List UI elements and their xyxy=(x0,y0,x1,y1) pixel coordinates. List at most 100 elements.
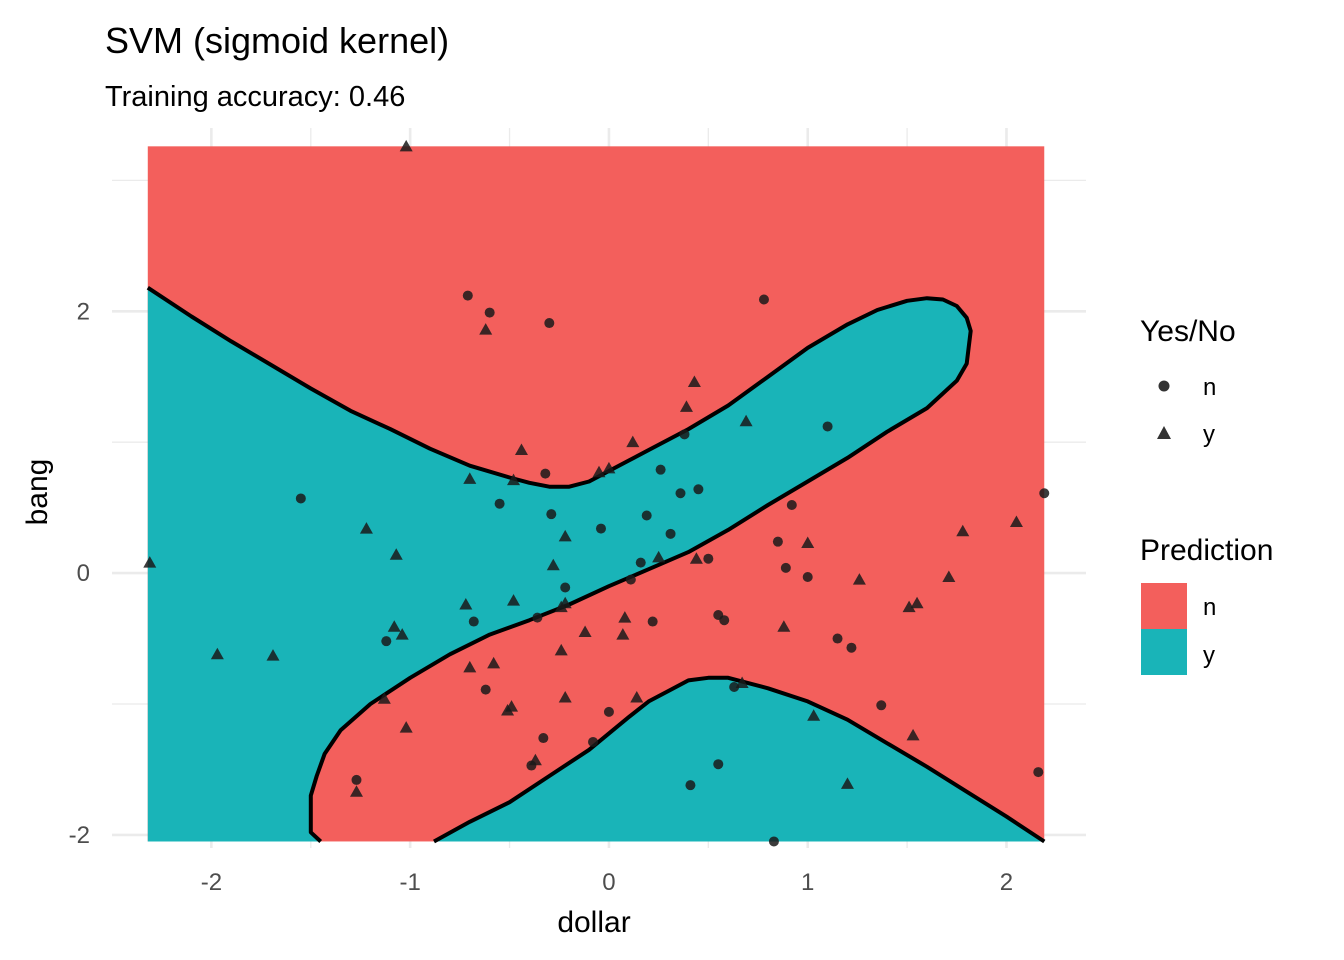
x-tick-label: 1 xyxy=(801,869,814,896)
x-axis-title: dollar xyxy=(557,906,630,939)
point-n xyxy=(729,681,740,692)
legend-prediction: Prediction n y xyxy=(1140,534,1273,675)
point-y xyxy=(592,465,606,478)
point-y xyxy=(558,529,572,542)
decision-boundaries xyxy=(146,286,1046,844)
point-y xyxy=(689,552,703,564)
point-n xyxy=(625,574,636,585)
point-y xyxy=(459,598,473,610)
chart-title: SVM (sigmoid kernel) xyxy=(105,20,449,61)
point-y xyxy=(389,548,403,560)
point-n xyxy=(538,733,549,744)
point-n xyxy=(635,557,646,568)
point-n xyxy=(647,616,658,627)
point-y xyxy=(910,596,924,609)
point-n xyxy=(595,523,606,534)
point-y xyxy=(463,660,477,673)
legend-circle-icon xyxy=(1158,380,1170,392)
point-y xyxy=(840,777,854,789)
point-n xyxy=(1039,488,1050,499)
point-n xyxy=(532,612,543,623)
point-y xyxy=(1009,515,1023,528)
point-y xyxy=(554,600,568,613)
point-n xyxy=(462,290,473,301)
point-n xyxy=(679,429,690,440)
point-n xyxy=(713,759,724,770)
point-y xyxy=(507,594,521,606)
y-tick-label: 2 xyxy=(77,298,90,325)
point-y xyxy=(630,690,644,703)
data-points xyxy=(143,139,1050,847)
point-n xyxy=(484,307,495,318)
y-tick-label: 0 xyxy=(77,560,90,587)
point-n xyxy=(802,572,813,583)
point-y xyxy=(558,690,572,703)
point-y xyxy=(956,524,970,537)
point-n xyxy=(768,836,779,847)
point-n xyxy=(544,318,555,329)
point-y xyxy=(942,570,956,583)
point-n xyxy=(588,736,599,747)
point-y xyxy=(399,721,413,733)
point-y xyxy=(777,620,791,632)
point-n xyxy=(655,464,666,475)
point-y xyxy=(143,556,157,568)
legend-triangle-icon xyxy=(1157,426,1171,439)
point-n xyxy=(693,484,704,495)
point-n xyxy=(703,553,714,564)
point-y xyxy=(578,625,592,637)
point-n xyxy=(786,500,797,511)
point-y xyxy=(602,461,616,474)
point-y xyxy=(399,139,413,152)
point-y xyxy=(546,558,560,571)
point-n xyxy=(832,633,843,644)
x-tick-label: 2 xyxy=(1000,869,1013,896)
point-n xyxy=(295,493,306,504)
point-y xyxy=(487,656,501,669)
point-y xyxy=(616,628,630,640)
region-y xyxy=(147,287,1045,842)
point-n xyxy=(381,636,392,647)
point-y xyxy=(807,709,821,721)
point-y xyxy=(395,628,409,640)
decision-boundary-2 xyxy=(433,675,1046,844)
point-n xyxy=(665,528,676,539)
point-y xyxy=(266,649,280,661)
prediction-regions xyxy=(147,146,1045,842)
legend-fill-label-y: y xyxy=(1203,642,1215,669)
point-n xyxy=(719,615,730,626)
point-y xyxy=(906,728,920,741)
legend-shape-title: Yes/No xyxy=(1140,315,1236,348)
y-tick-label: -2 xyxy=(69,822,90,849)
point-y xyxy=(514,443,528,456)
point-y xyxy=(210,647,224,660)
legend-fill-title: Prediction xyxy=(1140,534,1273,567)
point-y xyxy=(852,573,866,585)
point-y xyxy=(463,472,477,484)
point-n xyxy=(546,509,557,520)
point-n xyxy=(351,774,362,785)
legend-shape-label-n: n xyxy=(1203,374,1216,401)
point-n xyxy=(540,468,551,479)
legend-fill-label-n: n xyxy=(1203,594,1216,621)
point-n xyxy=(758,294,769,305)
decision-boundary-1 xyxy=(146,286,973,843)
point-y xyxy=(679,400,693,412)
point-n xyxy=(780,562,791,573)
point-n xyxy=(1033,767,1044,778)
point-y xyxy=(735,676,749,689)
point-y xyxy=(652,550,666,563)
point-y xyxy=(359,522,373,534)
x-tick-label: -2 xyxy=(201,869,222,896)
point-n xyxy=(772,536,783,547)
point-n xyxy=(675,488,686,499)
y-axis-title: bang xyxy=(21,459,54,526)
point-y xyxy=(626,435,640,448)
legend-yes-no: Yes/No n y xyxy=(1140,315,1236,448)
point-y xyxy=(479,323,493,335)
point-y xyxy=(739,414,753,427)
point-y xyxy=(349,785,363,797)
point-n xyxy=(641,510,652,521)
point-y xyxy=(801,536,815,548)
